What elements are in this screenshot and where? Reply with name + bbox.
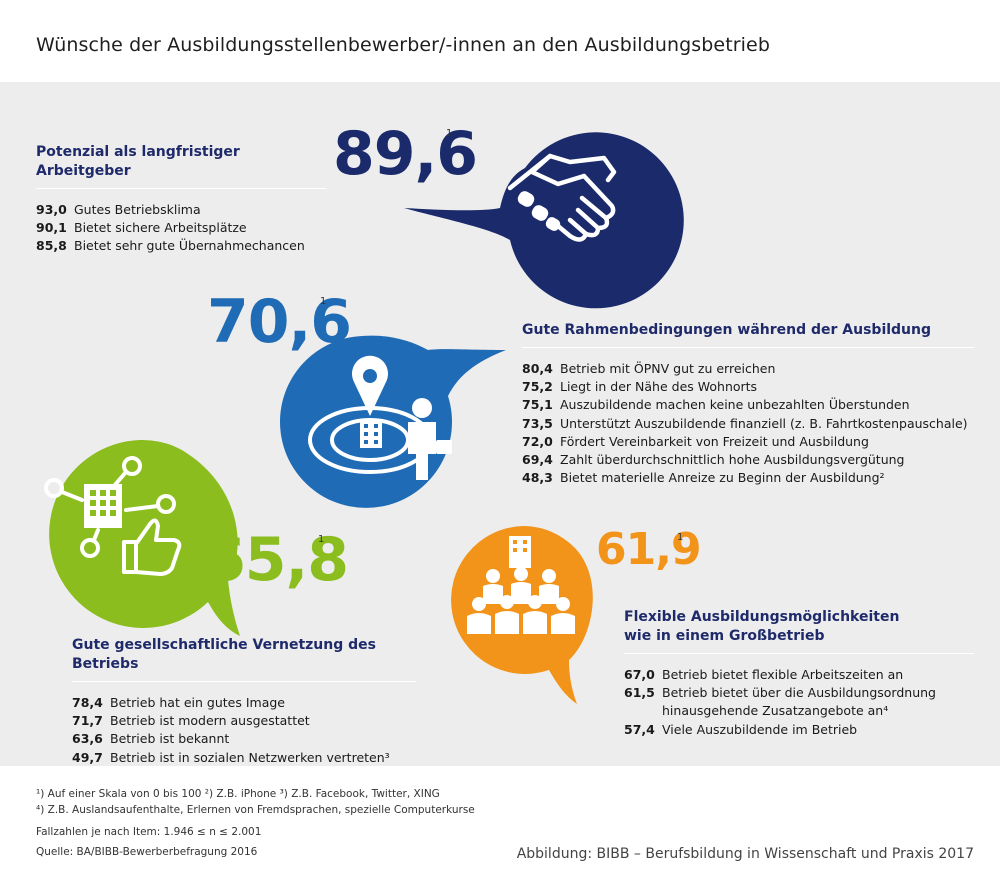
list-item: 78,4 Betrieb hat ein gutes Image [72,695,285,710]
orange-bubble-shape [451,526,593,704]
section-blue: Gute Rahmenbedingungen während der Ausbi… [522,321,974,487]
section-orange: Flexible Ausbildungsmöglichkeiten wie in … [624,608,974,739]
footnote-line-2: ⁴) Z.B. Auslandsaufenthalte, Erlernen vo… [36,804,475,816]
score-green: 65,8 [204,525,349,595]
footnotes: ¹) Auf einer Skala von 0 bis 100 ²) Z.B.… [36,786,475,860]
list-item: 61,5 Betrieb bietet über die Ausbildungso… [624,685,936,701]
list-item: 75,1 Auszubildende machen keine unbezahlt… [522,397,910,413]
list-item: 69,4 Zahlt überdurchschnittlich hohe Ausb… [522,452,905,468]
section-orange-title: Flexible Ausbildungsmöglichkeiten wie in … [624,608,974,654]
list-item: 93,0 Gutes Betriebsklima [36,202,201,217]
score-green-sup: 1 [318,534,325,545]
network-thumbs-up-icon [44,456,182,576]
list-item: 67,0 Betrieb bietet flexible Arbeitszeite… [624,667,904,682]
footnote-cases: Fallzahlen je nach Item: 1.946 ≤ n ≤ 2.0… [36,826,262,838]
list-item: 71,7 Betrieb ist modern ausgestattet [72,713,310,729]
list-item: 72,0 Fördert Vereinbarkeit von Freizeit u… [522,433,869,449]
group-building-icon [467,536,575,634]
section-green-title: Gute gesellschaftliche Vernetzung des Be… [72,636,416,682]
figure-credit: Abbildung: BIBB – Berufsbildung in Wisse… [516,846,974,862]
handshake-icon [507,153,617,242]
score-blue-sup: 1 [320,296,327,307]
score-orange-sup: 1 [677,532,684,543]
section-green: Gute gesellschaftliche Vernetzung des Be… [72,636,416,767]
section-blue-title: Gute Rahmenbedingungen während der Ausbi… [522,321,974,348]
score-navy: 89,6 [333,119,478,189]
list-item: hinausgehende Zusatzangebote an⁴ [662,703,889,719]
list-item: 73,5 Unterstützt Auszubildende finanziell… [522,415,968,431]
list-item: 85,8 Bietet sehr gute Übernahmechancen [36,238,305,254]
section-navy-items: 93,0 Gutes Betriebsklima 90,1 Bietet siche… [36,201,326,256]
list-item: 80,4 Betrieb mit ÖPNV gut zu erreichen [522,361,776,376]
orange-bubble [451,526,593,704]
list-item: 63,6 Betrieb ist bekannt [72,731,230,747]
location-pin-person-icon [308,355,452,480]
list-item: 90,1 Bietet sichere Arbeitsplätze [36,220,247,236]
green-bubble [44,440,240,636]
section-blue-items: 80,4 Betrieb mit ÖPNV gut zu erreichen 75… [522,360,974,487]
list-item: 75,2 Liegt in der Nähe des Wohnorts [522,379,758,395]
score-orange: 61,9 [596,524,702,575]
footnote-source: Quelle: BA/BIBB-Bewerberbefragung 2016 [36,846,258,858]
footnote-line-1: ¹) Auf einer Skala von 0 bis 100 ²) Z.B.… [36,788,440,800]
score-navy-sup: 1 [446,128,453,139]
blue-bubble [279,335,506,508]
section-orange-items: 67,0 Betrieb bietet flexible Arbeitszeite… [624,666,974,739]
list-item: 57,4 Viele Auszubildende im Betrieb [624,721,858,737]
section-navy-title: Potenzial als langfristiger Arbeitgeber [36,143,326,189]
navy-bubble-shape [404,132,684,309]
section-green-items: 78,4 Betrieb hat ein gutes Image 71,7 Betr… [72,694,416,767]
score-blue: 70,6 [207,287,352,357]
page-title: Wünsche der Ausbildungsstellenbewerber/-… [36,34,770,56]
section-navy: Potenzial als langfristiger Arbeitgeber … [36,143,326,256]
blue-bubble-shape [279,335,506,508]
navy-bubble [404,132,684,309]
list-item: 49,7 Betrieb ist in sozialen Netzwerken v… [72,749,390,765]
list-item: 48,3 Bietet materielle Anreize zu Beginn … [522,470,885,486]
